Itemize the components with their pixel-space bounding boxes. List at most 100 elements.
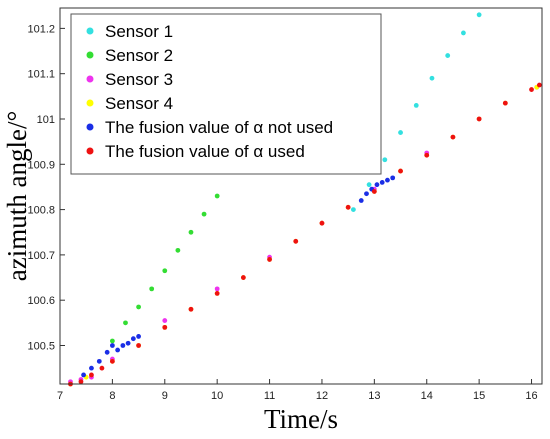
legend-entry: Sensor 3 bbox=[105, 70, 173, 89]
series-6-point bbox=[398, 168, 403, 174]
legend-marker bbox=[86, 147, 94, 155]
series-5-point bbox=[358, 198, 364, 203]
x-tick-label: 10 bbox=[211, 390, 223, 402]
series-5-point bbox=[115, 347, 121, 353]
series-1-point bbox=[461, 30, 466, 36]
legend-entry: The fusion value of α not used bbox=[105, 118, 333, 137]
series-1-point bbox=[476, 12, 482, 18]
series-6-point bbox=[267, 257, 272, 262]
x-tick-label: 11 bbox=[264, 390, 275, 402]
legend-marker bbox=[86, 27, 94, 35]
legend-box bbox=[70, 13, 382, 175]
series-2-point bbox=[149, 286, 155, 292]
y-axis: 100.5 100.6 100.7 100.8 100.9 101 101.1 101.2 bbox=[27, 23, 65, 352]
series-6-point bbox=[345, 204, 351, 210]
series-5-point bbox=[379, 180, 385, 185]
legend-marker bbox=[86, 123, 94, 131]
series-5-point bbox=[125, 340, 131, 346]
series-6-point bbox=[450, 134, 456, 140]
x-tick-label: 15 bbox=[473, 390, 485, 402]
legend-marker bbox=[86, 99, 94, 107]
series-6-point bbox=[188, 306, 194, 312]
series-5 bbox=[81, 175, 396, 378]
series-5-point bbox=[130, 336, 136, 342]
series-2 bbox=[109, 193, 220, 344]
series-6-point bbox=[424, 152, 430, 158]
y-tick-label: 101 bbox=[37, 114, 55, 126]
series-5-point bbox=[89, 365, 94, 371]
legend-marker bbox=[86, 75, 94, 83]
series-6-point bbox=[502, 100, 508, 106]
series-6-point bbox=[293, 238, 299, 244]
x-axis-label: Time/s bbox=[264, 404, 338, 434]
series-6-point bbox=[476, 116, 482, 122]
series-5-point bbox=[364, 191, 369, 197]
series-6-point bbox=[529, 87, 534, 92]
series-1-point bbox=[413, 102, 419, 108]
series-6 bbox=[68, 82, 542, 387]
series-6-point bbox=[162, 324, 168, 330]
x-axis: 7 8 9 10 11 12 13 14 15 16 bbox=[57, 379, 538, 402]
series-6-point bbox=[136, 343, 141, 348]
y-tick-label: 100.9 bbox=[27, 159, 55, 171]
series-6-point bbox=[371, 189, 377, 194]
series-layer bbox=[68, 12, 542, 387]
series-6-point bbox=[319, 220, 325, 226]
x-tick-label: 9 bbox=[162, 390, 168, 402]
series-1-point bbox=[398, 130, 403, 135]
series-6-point bbox=[89, 372, 94, 378]
series-2-point bbox=[201, 211, 207, 217]
y-tick-label: 100.5 bbox=[27, 340, 55, 352]
x-tick-label: 12 bbox=[316, 390, 328, 402]
y-tick-label: 101.2 bbox=[27, 23, 55, 35]
series-5-point bbox=[136, 334, 141, 339]
series-5-point bbox=[81, 372, 86, 378]
series-5-point bbox=[390, 175, 396, 181]
legend: Sensor 1 Sensor 2 Sensor 3 Sensor 4 The fusi… bbox=[70, 13, 382, 175]
y-tick-label: 101.1 bbox=[27, 69, 55, 81]
x-tick-label: 7 bbox=[57, 390, 63, 402]
x-tick-label: 14 bbox=[421, 390, 433, 402]
x-tick-label: 16 bbox=[525, 390, 537, 402]
series-2-point bbox=[162, 268, 168, 274]
y-tick-label: 100.8 bbox=[27, 205, 55, 217]
legend-entry: Sensor 2 bbox=[105, 46, 173, 65]
series-6-point bbox=[109, 358, 115, 364]
series-2-point bbox=[214, 193, 220, 199]
series-6-point bbox=[99, 365, 105, 371]
series-1-point bbox=[350, 207, 356, 212]
series-6-point bbox=[78, 379, 84, 385]
x-tick-label: 8 bbox=[109, 390, 115, 402]
series-6-point bbox=[214, 290, 220, 296]
legend-marker bbox=[86, 51, 94, 59]
series-1-point bbox=[382, 157, 388, 163]
series-5-point bbox=[120, 343, 126, 348]
legend-entry: Sensor 1 bbox=[105, 22, 173, 41]
y-tick-label: 100.7 bbox=[27, 250, 55, 262]
series-2-point bbox=[123, 320, 128, 326]
series-5-point bbox=[104, 349, 110, 355]
series-5-point bbox=[385, 177, 390, 183]
series-1 bbox=[350, 12, 482, 212]
series-2-point bbox=[175, 247, 181, 253]
series-6-point bbox=[240, 275, 246, 280]
x-tick-label: 13 bbox=[368, 390, 380, 402]
series-3-point bbox=[162, 318, 168, 323]
series-5-point bbox=[96, 358, 102, 364]
y-axis-label: azimuth angle/° bbox=[2, 111, 32, 282]
series-2-point bbox=[136, 304, 141, 310]
series-5-point bbox=[374, 182, 380, 188]
series-1-point bbox=[445, 53, 451, 58]
legend-entry: Sensor 4 bbox=[105, 94, 173, 113]
plot-frame bbox=[59, 7, 543, 385]
y-tick-label: 100.6 bbox=[27, 295, 55, 307]
series-1-point bbox=[366, 182, 372, 188]
series-1-point bbox=[429, 75, 435, 81]
series-5-point bbox=[109, 343, 115, 348]
series-2-point bbox=[109, 338, 115, 344]
series-2-point bbox=[188, 229, 194, 235]
series-3-point bbox=[214, 286, 220, 292]
legend-entry: The fusion value of α used bbox=[105, 142, 305, 161]
series-6-point bbox=[536, 82, 542, 88]
